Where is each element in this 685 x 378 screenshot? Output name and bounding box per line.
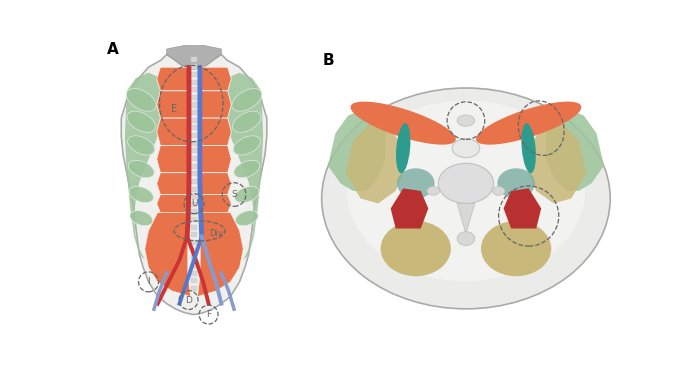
Text: E: E (171, 104, 177, 114)
Bar (190, 217, 197, 222)
Ellipse shape (322, 88, 610, 309)
Bar (190, 225, 197, 230)
Polygon shape (157, 195, 188, 213)
Bar (190, 232, 197, 237)
Polygon shape (476, 102, 582, 145)
Polygon shape (129, 186, 153, 203)
Polygon shape (127, 88, 156, 111)
Polygon shape (351, 102, 456, 145)
Polygon shape (234, 160, 260, 178)
Bar (190, 64, 197, 70)
Bar (190, 57, 197, 62)
Bar (190, 72, 197, 77)
Bar (190, 271, 197, 276)
Ellipse shape (427, 186, 440, 195)
Ellipse shape (396, 123, 410, 173)
Polygon shape (201, 118, 232, 146)
Bar (190, 148, 197, 153)
Text: F: F (206, 310, 211, 319)
Text: S: S (231, 190, 237, 199)
Polygon shape (236, 211, 258, 226)
Polygon shape (145, 213, 190, 296)
Text: Div: Div (209, 229, 223, 238)
Bar (190, 263, 197, 268)
Bar (190, 171, 197, 177)
Bar (190, 102, 197, 108)
Ellipse shape (347, 101, 585, 281)
Polygon shape (130, 211, 153, 226)
Polygon shape (201, 195, 232, 213)
Ellipse shape (381, 221, 451, 276)
Text: U: U (191, 199, 197, 208)
Polygon shape (221, 73, 263, 260)
Polygon shape (345, 123, 403, 203)
Polygon shape (390, 188, 428, 229)
Polygon shape (157, 91, 188, 118)
Bar (190, 179, 197, 184)
Bar (190, 87, 197, 92)
Polygon shape (232, 88, 262, 111)
Text: I: I (147, 277, 150, 287)
Bar (190, 164, 197, 169)
Polygon shape (201, 173, 232, 195)
Polygon shape (328, 108, 386, 191)
Polygon shape (198, 213, 243, 296)
Polygon shape (127, 136, 155, 155)
Bar (190, 202, 197, 207)
Polygon shape (201, 91, 232, 118)
Bar (190, 125, 197, 130)
Polygon shape (201, 67, 232, 91)
Ellipse shape (497, 168, 535, 198)
Polygon shape (127, 111, 155, 132)
Bar (190, 156, 197, 161)
Bar (190, 194, 197, 199)
Bar (190, 278, 197, 283)
Polygon shape (503, 188, 541, 229)
Polygon shape (157, 118, 188, 146)
Polygon shape (233, 136, 260, 155)
Polygon shape (157, 173, 188, 195)
Ellipse shape (481, 221, 551, 276)
Polygon shape (157, 67, 188, 91)
Bar (190, 255, 197, 260)
Ellipse shape (521, 123, 536, 173)
Polygon shape (201, 146, 232, 173)
Polygon shape (125, 73, 166, 260)
Text: A: A (107, 42, 119, 57)
Bar (190, 110, 197, 115)
Bar (190, 248, 197, 253)
Polygon shape (128, 160, 154, 178)
Ellipse shape (493, 186, 505, 195)
Ellipse shape (397, 168, 434, 198)
Polygon shape (166, 43, 221, 69)
Bar (190, 118, 197, 123)
Polygon shape (232, 111, 261, 132)
Ellipse shape (457, 232, 475, 245)
Polygon shape (157, 146, 188, 173)
Bar (190, 186, 197, 192)
Bar (190, 209, 197, 215)
Ellipse shape (438, 163, 494, 203)
Bar (190, 141, 197, 146)
Polygon shape (457, 203, 475, 234)
Polygon shape (121, 54, 266, 314)
Bar (190, 286, 197, 291)
Bar (190, 79, 197, 85)
Text: D: D (185, 296, 192, 305)
Polygon shape (234, 186, 259, 203)
Bar (190, 95, 197, 100)
Text: B: B (323, 53, 334, 68)
Ellipse shape (457, 115, 475, 126)
Polygon shape (546, 108, 604, 191)
Polygon shape (529, 123, 586, 203)
Bar (190, 240, 197, 245)
Ellipse shape (452, 139, 480, 158)
Bar (190, 133, 197, 138)
